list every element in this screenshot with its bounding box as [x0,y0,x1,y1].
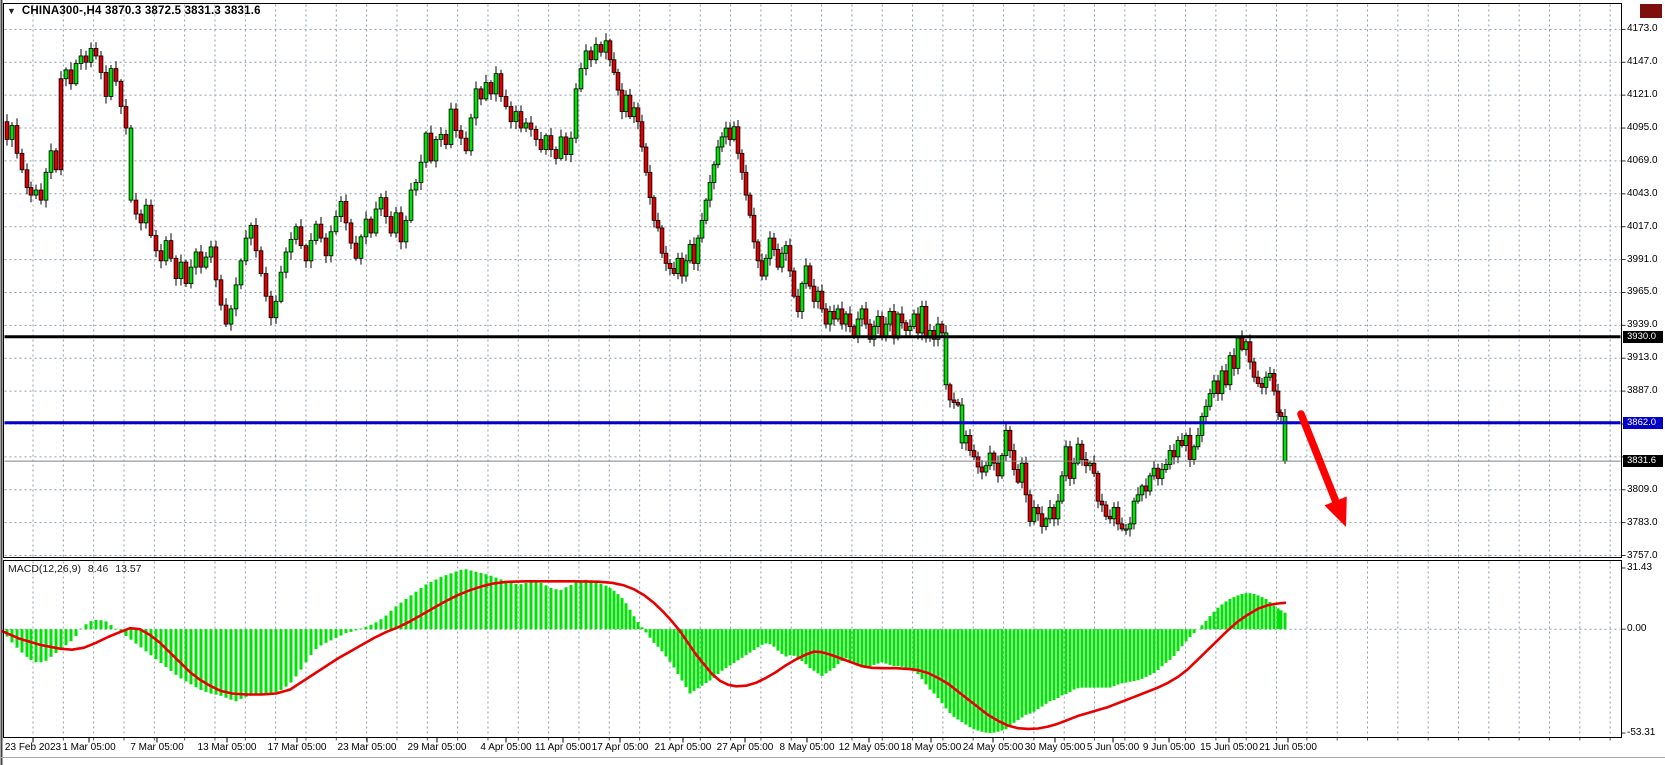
price-axis-label: 4147.0 [1627,56,1658,68]
time-axis-label: 12 May 05:00 [838,742,900,753]
gridlines [4,4,1626,743]
price-axis-label: 3965.0 [1627,286,1658,298]
time-axis-label: 21 Apr 05:00 [654,742,712,753]
time-axis-label: 8 May 05:00 [779,742,835,753]
time-axis-label: 17 Mar 05:00 [267,742,327,753]
macd-value: 8.46 [87,563,109,575]
price-axis-label: 3913.0 [1627,352,1658,364]
time-axis-label: 23 Mar 05:00 [337,742,397,753]
macd-axis-label: 0.00 [1627,623,1647,635]
price-axis-label: 3939.0 [1627,319,1658,331]
trend-arrow[interactable] [1297,410,1347,527]
symbol-dropdown-icon[interactable]: ▼ [7,6,16,16]
price-axis-label: 4017.0 [1627,220,1658,232]
price-marker-3862.0[interactable]: 3862.0 [1623,416,1663,429]
window-corner-mark [1640,4,1662,18]
price-axis-label: 4173.0 [1627,23,1658,35]
candlesticks [4,33,1288,537]
time-axis-label: 17 Apr 05:00 [591,742,649,753]
price-axis-label: 3887.0 [1627,385,1658,397]
time-axis-label: 30 May 05:00 [1024,742,1086,753]
macd-signal-value: 13.57 [115,563,142,575]
time-axis-label: 21 Jun 05:00 [1259,742,1317,753]
time-axis-label: 15 Jun 05:00 [1200,742,1258,753]
time-axis-label: 5 Jun 05:00 [1086,742,1140,753]
macd-params: MACD(12,26,9) [8,563,81,575]
time-axis-label: 1 Mar 05:00 [62,742,116,753]
price-marker-3831.6[interactable]: 3831.6 [1623,455,1663,468]
time-axis-label: 7 Mar 05:00 [130,742,184,753]
macd-pane-content [0,569,1287,734]
price-axis-label: 3783.0 [1627,516,1658,528]
price-axis-label: 3991.0 [1627,253,1658,265]
price-marker-3930.0[interactable]: 3930.0 [1623,330,1663,343]
price-axis-label: 4069.0 [1627,154,1658,166]
macd-axis-label: -53.31 [1627,727,1656,739]
time-axis-label: 13 Mar 05:00 [197,742,257,753]
macd-indicator-label: MACD(12,26,9) 8.46 13.57 [8,563,146,575]
time-axis-label: 9 Jun 05:00 [1142,742,1196,753]
horizontal-levels [4,335,1621,462]
price-axis-label: 3757.0 [1627,549,1658,561]
time-axis-label: 24 May 05:00 [962,742,1024,753]
chart-title: CHINA300-,H4 3870.3 3872.5 3831.3 3831.6 [21,5,261,17]
time-axis-label: 18 May 05:00 [900,742,962,753]
price-axis-label: 4043.0 [1627,187,1658,199]
time-axis-label: 27 Apr 05:00 [716,742,774,753]
time-axis-label: 29 Mar 05:00 [407,742,467,753]
price-axis-label: 3809.0 [1627,483,1658,495]
price-axis-label: 4095.0 [1627,122,1658,134]
chart-title-bar: ▼ CHINA300-,H4 3870.3 3872.5 3831.3 3831… [7,5,261,17]
time-axis-label: 4 Apr 05:00 [480,742,532,753]
time-axis-label: 23 Feb 2023 [4,742,62,753]
price-axis-label: 4121.0 [1627,89,1658,101]
macd-axis-label: 31.43 [1627,561,1653,573]
time-axis-label: 11 Apr 05:00 [535,742,591,753]
